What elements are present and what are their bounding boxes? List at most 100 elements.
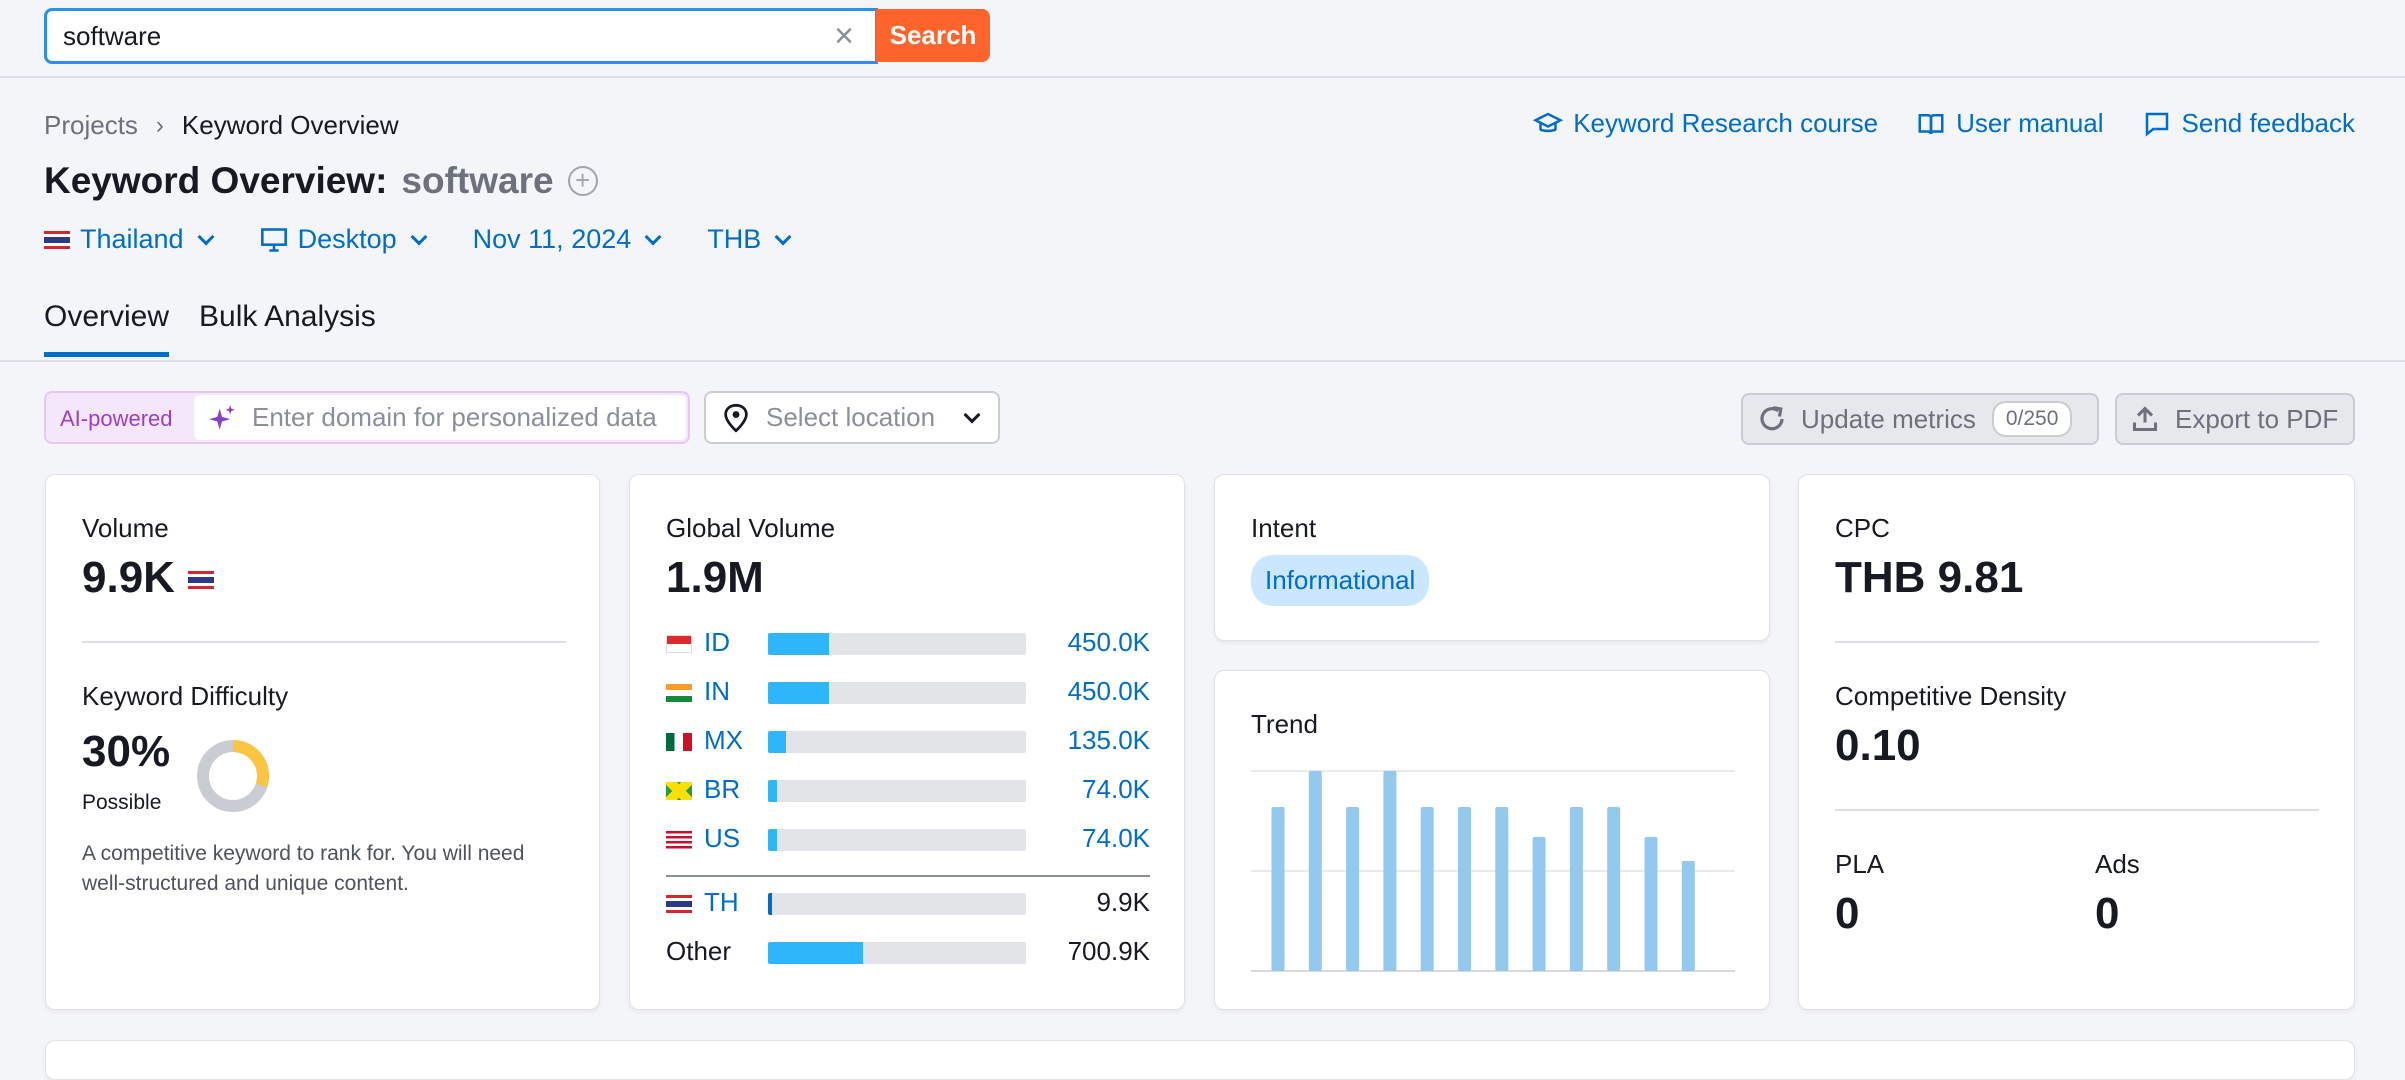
volume-share-bar [768,780,1026,802]
export-pdf-button[interactable]: Export to PDF [2115,393,2355,445]
global-volume-row-mx[interactable]: MX 135.0K [666,725,1150,757]
user-manual-label: User manual [1956,108,2104,138]
trend-bar[interactable] [1532,837,1546,971]
date-filter[interactable]: Nov 11, 2024 [473,224,664,255]
th-flag-icon [666,895,692,913]
trend-bar[interactable] [1308,771,1322,971]
country-volume: 74.0K [1082,774,1150,804]
ads-label: Ads [2095,849,2140,879]
chevron-down-icon [963,406,981,423]
date-label: Nov 11, 2024 [472,224,632,254]
currency-filter[interactable]: THB [707,224,793,255]
thailand-flag-icon [44,230,70,249]
breadcrumb-projects[interactable]: Projects [44,110,138,140]
country-code: IN [704,676,730,706]
trend-card: Trend [1214,670,1770,1010]
location-select[interactable]: Select location [704,391,1000,444]
volume-share-bar [768,829,1026,851]
kd-label: Keyword Difficulty [82,681,289,711]
chevron-down-icon [410,228,428,245]
country-code: BR [704,774,741,804]
volume-share-bar [768,893,1026,915]
tab-bulk-analysis[interactable]: Bulk Analysis [199,300,376,333]
volume-share-bar [768,633,1026,655]
country-label: Thailand [80,224,184,254]
country-volume: 450.0K [1067,627,1150,657]
location-placeholder: Select location [766,402,936,432]
breadcrumb-current: Keyword Overview [181,110,399,140]
ai-input-wrap[interactable] [194,395,686,440]
plus-circle-icon[interactable]: + [567,166,598,196]
country-volume: 9.9K [1096,887,1151,917]
domain-input[interactable] [250,395,680,440]
update-metrics-label: Update metrics [1801,403,1976,434]
divider [82,641,566,643]
update-metrics-button[interactable]: Update metrics 0/250 [1741,393,2099,445]
divider [666,875,1150,877]
global-volume-row-id[interactable]: ID 450.0K [666,627,1150,659]
location-pin-icon [724,403,748,433]
book-icon [1918,113,1944,134]
density-label: Competitive Density [1835,681,2067,711]
global-volume-row-us[interactable]: US 74.0K [666,823,1150,855]
trend-bar[interactable] [1458,807,1471,971]
update-count-badge: 0/250 [1991,401,2073,437]
volume-share-bar [768,942,1026,964]
trend-bar[interactable] [1569,807,1583,971]
kd-level: Possible [82,791,162,814]
trend-bar[interactable] [1644,837,1658,971]
country-code: TH [704,887,739,917]
global-volume-value: 1.9M [666,553,764,602]
global-volume-row-th[interactable]: TH 9.9K [666,887,1150,919]
trend-bar[interactable] [1346,807,1360,971]
country-filter[interactable]: Thailand [44,224,216,255]
kd-description: A competitive keyword to rank for. You w… [82,842,525,895]
volume-value: 9.9K [82,553,175,602]
divider [1835,641,2319,643]
top-search-bar: × Search [0,0,2405,78]
trend-bar[interactable] [1607,807,1621,971]
device-label: Desktop [297,224,397,254]
country-volume: 74.0K [1082,823,1150,853]
device-filter[interactable]: Desktop [260,224,429,255]
kd-donut-fill [197,740,269,812]
close-icon[interactable]: × [834,17,854,55]
currency-label: THB [707,224,762,254]
graduation-cap-icon [1533,112,1564,132]
user-manual-link[interactable]: User manual [1916,108,2104,139]
search-button[interactable]: Search [876,9,990,62]
kd-value: 30% [82,727,171,776]
monitor-icon [260,227,287,252]
search-box[interactable]: × [44,8,878,64]
volume-label: Volume [82,513,169,543]
trend-bar[interactable] [1271,807,1285,971]
ai-domain-box: AI-powered [44,391,690,444]
country-code: Other [666,936,732,966]
intent-badge: Informational [1251,555,1430,606]
cpc-label: CPC [1835,513,1890,543]
pla-label: PLA [1835,849,1885,879]
global-volume-row-in[interactable]: IN 450.0K [666,676,1150,708]
us-flag-icon [666,831,692,849]
search-input[interactable] [61,11,821,61]
kd-donut-chart [197,740,269,812]
country-volume: 700.9K [1067,936,1150,966]
page-title-keyword: software [401,160,554,201]
intent-label: Intent [1251,513,1317,543]
send-feedback-link[interactable]: Send feedback [2142,108,2355,139]
trend-bar[interactable] [1420,807,1434,971]
global-volume-card: Global Volume 1.9M ID 450.0K IN 450.0K MX 135… [629,474,1185,1010]
density-value: 0.10 [1835,721,1921,770]
global-volume-row-br[interactable]: BR 74.0K [666,774,1150,806]
keyword-course-label: Keyword Research course [1573,108,1879,138]
trend-bar[interactable] [1383,771,1397,971]
trend-bar[interactable] [1495,807,1509,971]
chevron-down-icon [774,228,792,245]
cpc-value: THB 9.81 [1835,553,2024,602]
ai-powered-label: AI-powered [60,406,173,431]
trend-bar[interactable] [1681,861,1695,971]
keyword-course-link[interactable]: Keyword Research course [1533,108,1878,139]
tab-overview[interactable]: Overview [44,300,170,357]
pla-value: 0 [1835,889,1860,938]
chevron-down-icon [197,228,215,245]
